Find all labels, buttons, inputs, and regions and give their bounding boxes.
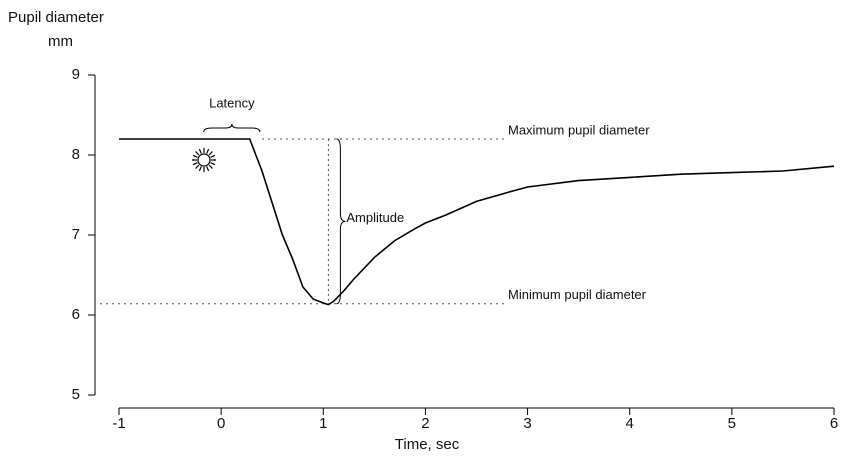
x-tick-label: -1: [112, 415, 125, 432]
max-label: Maximum pupil diameter: [508, 122, 650, 137]
y-axis-unit: mm: [48, 33, 73, 50]
x-tick-label: 2: [421, 415, 429, 432]
x-tick-label: 3: [523, 415, 531, 432]
y-tick-label: 8: [72, 146, 80, 163]
x-axis-label: Time, sec: [395, 436, 460, 453]
x-tick-label: 4: [626, 415, 634, 432]
amplitude-brace: [336, 138, 346, 305]
stimulus-icon: [192, 148, 216, 172]
x-tick-label: 6: [830, 415, 838, 432]
y-tick-label: 9: [72, 66, 80, 83]
y-tick-label: 6: [72, 306, 80, 323]
x-tick-label: 5: [728, 415, 736, 432]
x-tick-label: 0: [217, 415, 225, 432]
y-tick-label: 5: [72, 386, 80, 403]
y-tick-label: 7: [72, 226, 80, 243]
amplitude-label: Amplitude: [346, 210, 404, 225]
data-line: [119, 138, 835, 306]
latency-label: Latency: [209, 95, 255, 110]
latency-brace: [203, 123, 261, 133]
min-label: Minimum pupil diameter: [508, 287, 647, 302]
y-axis-label: Pupil diameter: [8, 9, 104, 26]
x-tick-label: 1: [319, 415, 327, 432]
